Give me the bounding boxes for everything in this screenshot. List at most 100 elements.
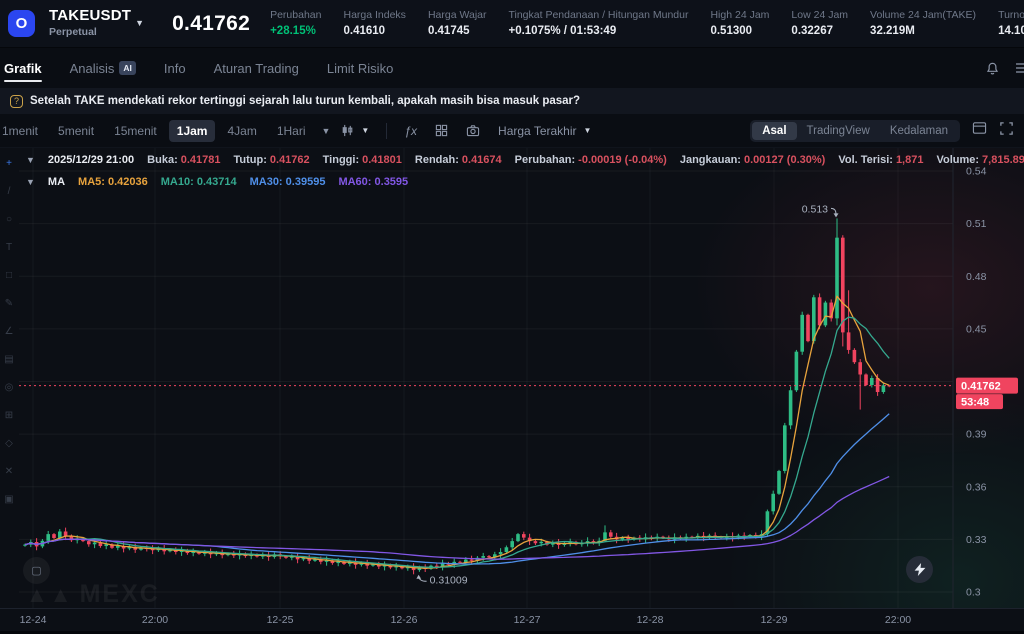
chart-tool-button[interactable]: ▢ [23, 557, 50, 584]
tool-pattern-icon[interactable]: ▤ [4, 354, 14, 365]
candle-body [875, 377, 880, 393]
candle-body [58, 531, 62, 538]
y-axis-label[interactable]: 0.39 [966, 429, 987, 441]
candle-body [464, 559, 468, 563]
tool-crosshair-icon[interactable]: + [6, 158, 12, 169]
y-axis-label[interactable]: 0.51 [966, 218, 987, 230]
tool-layers-icon[interactable]: ▣ [4, 494, 14, 505]
interval-1m[interactable]: 1menit [2, 123, 39, 138]
tab-limit-risiko[interactable]: Limit Risiko [326, 60, 394, 76]
tab-analisis[interactable]: Analisis AI [56, 48, 150, 88]
ma-label: MA [47, 176, 66, 188]
tool-fib-icon[interactable]: ○ [5, 214, 13, 225]
side-panel-icon[interactable] [972, 121, 987, 140]
candle-body [806, 314, 810, 342]
candle-body [568, 541, 572, 544]
y-axis-label[interactable]: 0.54 [966, 166, 987, 178]
interval-1d[interactable]: 1Hari [276, 123, 306, 138]
candle-body [841, 237, 845, 333]
y-axis-label[interactable]: 0.48 [966, 271, 987, 283]
tool-delete-icon[interactable]: ✕ [4, 466, 14, 477]
tool-text-icon[interactable]: T [5, 242, 13, 253]
flash-trade-button[interactable] [906, 556, 933, 583]
candle-body [585, 541, 590, 543]
view-kedalaman[interactable]: Kedalaman [889, 124, 948, 137]
x-axis-label: 12-24 [19, 614, 47, 626]
ma5-value: MA5: 0.42036 [78, 176, 148, 188]
candle-body [510, 541, 514, 548]
stat-low-24h: Low 24 Jam 0.32267 [791, 8, 849, 37]
ohlc-range: Jangkauan: 0.00127 (0.30%) [679, 154, 826, 166]
price-source-select[interactable]: Harga Terakhir ▼ [498, 123, 592, 138]
fullscreen-icon[interactable] [999, 121, 1014, 141]
candle-body [487, 556, 491, 558]
candle-body [852, 349, 857, 363]
time-axis[interactable]: 12-24 22:00 12-25 12-26 12-27 12-28 12-29 22:00 [0, 608, 1024, 631]
interval-5m[interactable]: 5menit [58, 123, 95, 138]
candle-body [870, 377, 874, 386]
tool-trendline-icon[interactable]: / [7, 186, 11, 197]
tool-magnet-icon[interactable]: ◎ [4, 382, 14, 393]
y-axis-label[interactable]: 0.3 [966, 587, 981, 599]
candle-body [817, 297, 822, 326]
interval-4h[interactable]: 4Jam [227, 123, 257, 138]
panel-menu-icon[interactable] [1014, 61, 1024, 75]
candle-body [626, 537, 630, 540]
view-asal[interactable]: Asal [752, 121, 797, 140]
tool-measure-icon[interactable]: ∠ [4, 326, 14, 337]
candle-body [493, 554, 497, 558]
chevron-down-icon: ▼ [135, 18, 145, 29]
collapse-chevron-icon[interactable]: ▼ [26, 155, 35, 165]
ohlc-close: Tutup: 0.41762 [233, 154, 310, 166]
news-banner[interactable]: ? Setelah TAKE mendekati rekor tertinggi… [0, 88, 1024, 114]
low-annotation-arrowhead [416, 574, 422, 579]
candle-body [771, 493, 775, 512]
candle-body [498, 552, 503, 555]
candle-body [290, 556, 294, 558]
tool-hide-icon[interactable]: ◇ [5, 438, 13, 449]
chart-style-button[interactable]: ▼ [334, 124, 376, 137]
page-tabs: Grafik Analisis AI Info Aturan Trading Li… [0, 48, 1024, 88]
chart-canvas[interactable]: 0.540.510.480.450.420.390.360.330.30.417… [0, 148, 1024, 608]
y-axis-label[interactable]: 0.33 [966, 534, 987, 546]
indicators-button[interactable]: ƒx [404, 123, 418, 138]
tool-brush-icon[interactable]: ✎ [4, 298, 14, 309]
candle-body [516, 534, 520, 542]
frame-icon: ▢ [31, 565, 42, 577]
candle-body [533, 541, 538, 544]
interval-1h[interactable]: 1Jam [168, 119, 216, 142]
candle-body [829, 302, 833, 319]
candlestick-chart[interactable]: + / ○ T □ ✎ ∠ ▤ ◎ ⊞ ◇ ✕ ▣ 0.54 0.51 0.48 0.… [0, 148, 1024, 634]
camera-icon[interactable] [459, 124, 487, 137]
layout-grid-button[interactable] [428, 124, 455, 137]
interval-more-chevron-icon[interactable]: ▼ [321, 125, 331, 136]
tab-info[interactable]: Info [163, 60, 186, 76]
y-axis-label[interactable]: 0.45 [966, 323, 987, 335]
candle-body [295, 556, 300, 560]
view-tradingview[interactable]: TradingView [806, 124, 870, 137]
current-price-text: 0.41762 [961, 381, 1001, 393]
tool-shape-icon[interactable]: □ [5, 270, 13, 281]
y-axis-label[interactable]: 0.36 [966, 481, 987, 493]
last-price: 0.41762 [172, 11, 251, 35]
candle-body [191, 551, 195, 554]
x-axis-label: 22:00 [884, 614, 912, 626]
candle-body [98, 542, 103, 547]
candle-body [527, 537, 532, 542]
interval-15m[interactable]: 15menit [114, 123, 157, 138]
collapse-chevron-icon[interactable]: ▼ [26, 177, 35, 187]
stat-turnover-24h: Turnover 24 Jam(USDT) 14.104M [998, 8, 1024, 37]
candle-body [301, 558, 306, 560]
candle-body [765, 511, 770, 535]
candle-body [313, 559, 317, 561]
bell-icon[interactable] [985, 61, 1000, 76]
tab-grafik[interactable]: Grafik [0, 48, 56, 88]
stat-fair-price: Harga Wajar 0.41745 [427, 8, 487, 37]
tab-aturan-trading[interactable]: Aturan Trading [213, 60, 299, 76]
candle-body [359, 563, 364, 565]
ohlc-change: Perubahan: -0.00019 (-0.04%) [514, 154, 667, 166]
symbol-selector[interactable]: TAKEUSDT Perpetual ▼ [49, 8, 144, 38]
tool-lock-icon[interactable]: ⊞ [4, 410, 14, 421]
market-type: Perpetual [49, 25, 97, 38]
stat-change: Perubahan +28.15% [270, 8, 322, 37]
